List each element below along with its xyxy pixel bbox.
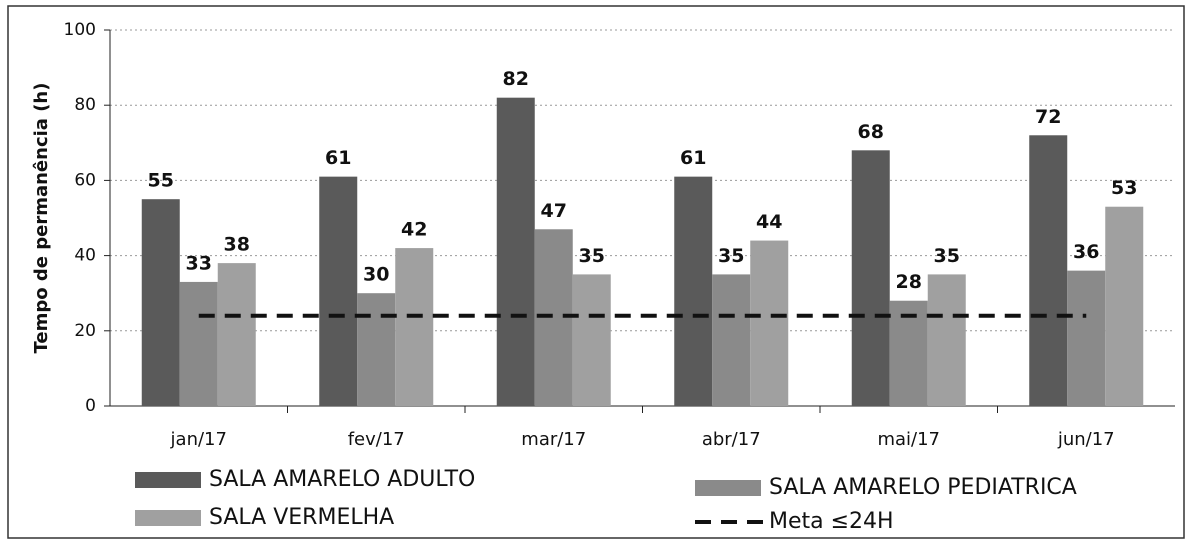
bar xyxy=(712,274,751,406)
bar xyxy=(496,97,535,407)
legend-label: SALA AMARELO PEDIATRICA xyxy=(769,475,1077,500)
data-label: 82 xyxy=(503,68,529,90)
x-tick-label: jan/17 xyxy=(170,429,227,450)
y-tick-label: 80 xyxy=(74,95,96,115)
x-tick-label: fev/17 xyxy=(348,429,405,450)
legend-label: SALA AMARELO ADULTO xyxy=(209,467,475,492)
y-tick-label: 20 xyxy=(74,321,96,341)
x-tick-label: mar/17 xyxy=(521,429,586,450)
frame xyxy=(7,5,1185,539)
bar xyxy=(179,281,218,406)
bar xyxy=(927,274,966,406)
bar xyxy=(141,199,180,406)
data-label: 72 xyxy=(1035,106,1061,128)
y-tick-label: 100 xyxy=(64,20,96,40)
data-label: 42 xyxy=(401,219,427,241)
x-tick-label: abr/17 xyxy=(702,429,761,450)
data-label: 28 xyxy=(896,271,922,293)
data-label: 61 xyxy=(680,147,706,169)
bar xyxy=(1067,270,1106,406)
bar xyxy=(1029,135,1068,406)
legend-swatch xyxy=(695,480,761,496)
bar xyxy=(889,300,928,406)
bar xyxy=(674,176,713,406)
bar xyxy=(357,293,396,406)
y-tick-label: 60 xyxy=(74,170,96,190)
data-label: 53 xyxy=(1111,177,1137,199)
legend-label: Meta ≤24H xyxy=(769,509,894,534)
data-label: 47 xyxy=(541,200,567,222)
bar xyxy=(750,240,789,406)
data-label: 35 xyxy=(579,245,605,267)
bar xyxy=(395,248,434,406)
bar xyxy=(851,150,890,406)
data-label: 33 xyxy=(186,252,212,274)
data-label: 55 xyxy=(148,170,174,192)
bar xyxy=(572,274,611,406)
data-label: 35 xyxy=(934,245,960,267)
data-label: 38 xyxy=(224,234,250,256)
y-tick-label: 0 xyxy=(85,396,96,416)
data-label: 44 xyxy=(756,211,782,233)
data-label: 30 xyxy=(363,264,389,286)
bar xyxy=(1105,206,1144,406)
data-label: 35 xyxy=(718,245,744,267)
x-tick-label: jun/17 xyxy=(1057,429,1115,450)
legend-swatch xyxy=(135,510,201,526)
legend-swatch xyxy=(135,472,201,488)
y-tick-label: 40 xyxy=(74,246,96,266)
data-label: 36 xyxy=(1073,241,1099,263)
legend-label: SALA VERMELHA xyxy=(209,505,394,530)
x-tick-label: mai/17 xyxy=(877,429,940,450)
bar xyxy=(217,263,256,406)
y-axis-label: Tempo de permanência (h) xyxy=(31,83,52,354)
data-label: 61 xyxy=(325,147,351,169)
data-label: 68 xyxy=(858,121,884,143)
bar xyxy=(319,176,358,406)
